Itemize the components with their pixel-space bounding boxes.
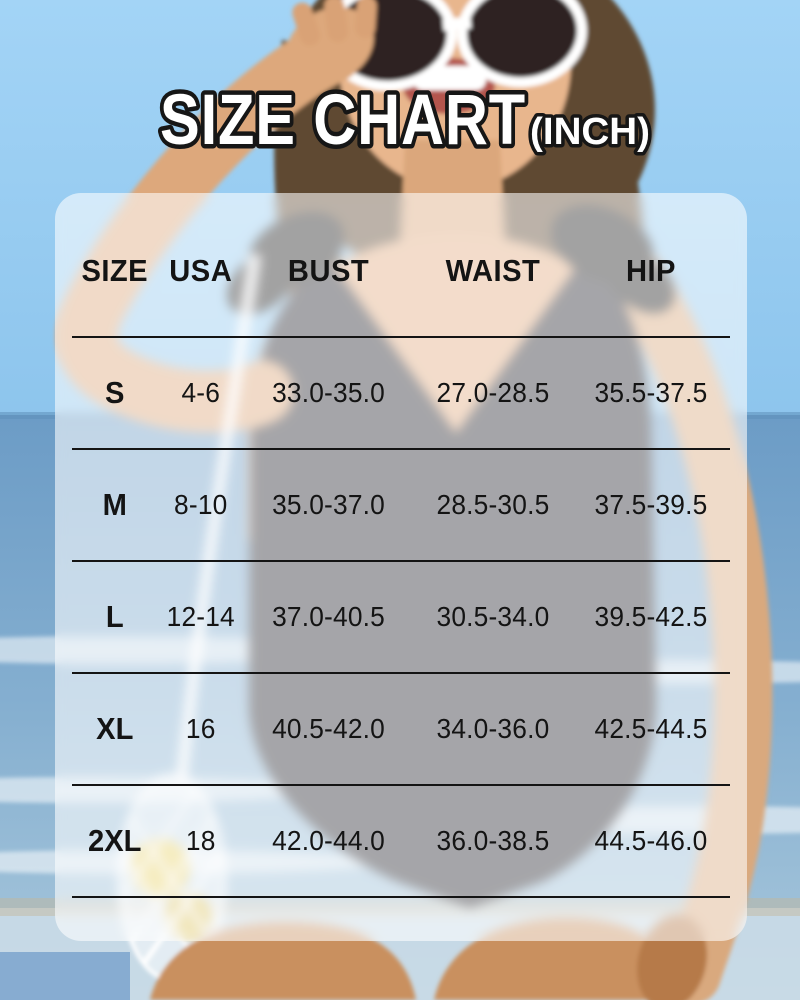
table-header-row: SIZE USA BUST WAIST HIP xyxy=(72,193,730,338)
waist-value: 27.0-28.5 xyxy=(436,377,550,408)
table-row-xl: XL 16 40.5-42.0 34.0-36.0 42.5-44.5 xyxy=(72,674,730,786)
header-usa: USA xyxy=(168,252,232,288)
page-title: SIZE CHART xyxy=(160,81,526,160)
waist-value: 28.5-30.5 xyxy=(436,489,550,520)
usa-value: 4-6 xyxy=(180,377,220,408)
title-unit-label: (INCH) xyxy=(530,111,650,153)
header-waist: WAIST xyxy=(445,252,541,288)
bust-value: 33.0-35.0 xyxy=(272,377,386,408)
hip-value: 42.5-44.5 xyxy=(594,713,708,744)
waist-value: 36.0-38.5 xyxy=(436,825,550,856)
size-label: XL xyxy=(96,711,134,746)
bust-value: 35.0-37.0 xyxy=(272,489,386,520)
table-row-s: S 4-6 33.0-35.0 27.0-28.5 35.5-37.5 xyxy=(72,338,730,450)
hip-value: 35.5-37.5 xyxy=(594,377,708,408)
usa-value: 12-14 xyxy=(166,601,235,632)
title-banner: SIZE CHART (INCH) xyxy=(156,77,654,165)
waist-value: 34.0-36.0 xyxy=(436,713,550,744)
bust-value: 37.0-40.5 xyxy=(272,601,386,632)
header-size: SIZE xyxy=(81,252,149,288)
size-label: S xyxy=(105,375,125,410)
table-row-2xl: 2XL 18 42.0-44.0 36.0-38.5 44.5-46.0 xyxy=(72,786,730,898)
table-row-l: L 12-14 37.0-40.5 30.5-34.0 39.5-42.5 xyxy=(72,562,730,674)
usa-value: 18 xyxy=(185,825,216,856)
header-hip: HIP xyxy=(626,252,676,288)
header-bust: BUST xyxy=(287,252,370,288)
hip-value: 39.5-42.5 xyxy=(594,601,708,632)
hip-value: 37.5-39.5 xyxy=(594,489,708,520)
size-table-panel: SIZE USA BUST WAIST HIP S 4-6 33.0-35.0 … xyxy=(55,193,747,941)
hip-value: 44.5-46.0 xyxy=(594,825,708,856)
bust-value: 42.0-44.0 xyxy=(272,825,386,856)
waist-value: 30.5-34.0 xyxy=(436,601,550,632)
size-label: M xyxy=(102,487,127,522)
bust-value: 40.5-42.0 xyxy=(272,713,386,744)
size-label: 2XL xyxy=(88,823,142,858)
table-row-m: M 8-10 35.0-37.0 28.5-30.5 37.5-39.5 xyxy=(72,450,730,562)
size-label: L xyxy=(105,599,124,634)
usa-value: 16 xyxy=(185,713,216,744)
usa-value: 8-10 xyxy=(173,489,228,520)
